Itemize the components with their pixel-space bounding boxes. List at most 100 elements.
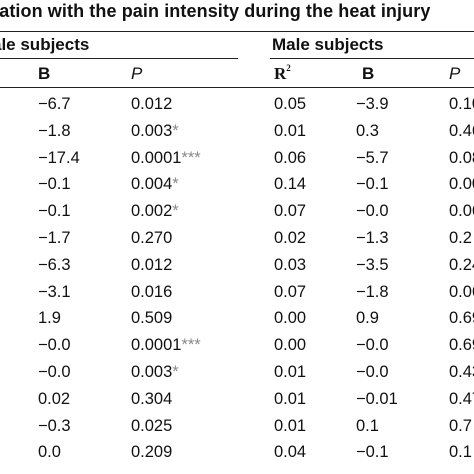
male-p-cell: 0.1 bbox=[449, 443, 472, 462]
female-subjects-header: ale subjects bbox=[0, 35, 90, 54]
male-r2-cell: 0.05 bbox=[274, 95, 307, 113]
table-row: 0.02 0.304 0.01 −0.01 0.47 bbox=[0, 388, 474, 415]
male-r2-cell: 0.14 bbox=[274, 175, 307, 194]
female-p-cell: 0.304 bbox=[131, 389, 173, 408]
header-rule bbox=[0, 87, 474, 88]
male-b-cell: −0.0 bbox=[356, 202, 389, 221]
female-b-cell: −6.7 bbox=[38, 95, 71, 113]
female-b-cell: 0.0 bbox=[38, 443, 61, 462]
table-row: −0.1 0.002* 0.07 −0.0 0.06 bbox=[0, 200, 474, 227]
male-b-cell: −0.0 bbox=[356, 362, 389, 381]
male-p-cell: 0.06 bbox=[449, 282, 474, 301]
female-p-cell: 0.003* bbox=[131, 121, 179, 140]
female-b-cell: 0.02 bbox=[38, 389, 71, 408]
table-body: −6.7 0.012 0.05 −3.9 0.10 −1.8 0.003* 0.… bbox=[0, 93, 474, 468]
table-row: 1.9 0.509 0.00 0.9 0.69 bbox=[0, 307, 474, 334]
significance-marker: * bbox=[172, 362, 179, 381]
female-p-cell: 0.209 bbox=[131, 443, 173, 462]
table-row: −0.0 0.0001*** 0.00 −0.0 0.69 bbox=[0, 334, 474, 361]
male-r2-cell: 0.04 bbox=[274, 443, 307, 462]
male-p-cell: 0.00 bbox=[449, 175, 474, 194]
male-b-cell: −0.01 bbox=[356, 389, 398, 408]
female-group-rule bbox=[0, 58, 238, 59]
male-p-cell: 0.24 bbox=[449, 255, 474, 274]
female-b-cell: −0.3 bbox=[38, 416, 71, 435]
top-rule bbox=[0, 31, 474, 32]
table-row: −6.7 0.012 0.05 −3.9 0.10 bbox=[0, 93, 474, 120]
female-b-cell: −0.0 bbox=[38, 336, 71, 355]
female-p-cell: 0.012 bbox=[131, 95, 173, 113]
male-b-cell: 0.3 bbox=[356, 121, 379, 140]
female-b-cell: −0.1 bbox=[38, 175, 71, 194]
male-b-cell: −1.3 bbox=[356, 228, 389, 247]
male-p-cell: 0.06 bbox=[449, 202, 474, 221]
male-r2-superscript: 2 bbox=[286, 63, 291, 73]
significance-marker: * bbox=[172, 175, 179, 194]
female-p-cell: 0.0001*** bbox=[131, 148, 201, 167]
male-b-cell: 0.9 bbox=[356, 309, 379, 328]
male-b-cell: −0.1 bbox=[356, 443, 389, 462]
female-p-cell: 0.004* bbox=[131, 175, 179, 194]
table-row: −0.1 0.004* 0.14 −0.1 0.00 bbox=[0, 173, 474, 200]
table-title: elation with the pain intensity during t… bbox=[0, 1, 431, 21]
male-b-cell: −3.9 bbox=[356, 95, 389, 113]
female-p-cell: 0.270 bbox=[131, 228, 173, 247]
significance-marker: * bbox=[172, 121, 179, 140]
female-b-cell: −3.1 bbox=[38, 282, 71, 301]
male-p-cell: 0.47 bbox=[449, 389, 474, 408]
male-b-cell: −3.5 bbox=[356, 255, 389, 274]
male-r2-cell: 0.00 bbox=[274, 309, 307, 328]
male-r2-cell: 0.01 bbox=[274, 389, 307, 408]
male-p-column-header: P bbox=[449, 64, 461, 83]
table-row: 0.0 0.209 0.04 −0.1 0.1 bbox=[0, 441, 474, 468]
table-row: −0.3 0.025 0.01 0.1 0.7 bbox=[0, 415, 474, 442]
female-p-cell: 0.0001*** bbox=[131, 336, 201, 355]
female-p-cell: 0.025 bbox=[131, 416, 173, 435]
male-r2-cell: 0.01 bbox=[274, 362, 307, 381]
female-p-cell: 0.002* bbox=[131, 202, 179, 221]
table-row: −17.4 0.0001*** 0.06 −5.7 0.08 bbox=[0, 147, 474, 174]
female-b-cell: −0.1 bbox=[38, 202, 71, 221]
male-b-cell: −0.0 bbox=[356, 336, 389, 355]
female-b-cell: −6.3 bbox=[38, 255, 71, 274]
female-p-cell: 0.016 bbox=[131, 282, 173, 301]
male-r2-column-header: R2 bbox=[274, 63, 291, 84]
female-b-cell: −0.0 bbox=[38, 362, 71, 381]
male-p-cell: 0.69 bbox=[449, 309, 474, 328]
male-r2-cell: 0.06 bbox=[274, 148, 307, 167]
male-r2-base: R bbox=[274, 64, 287, 83]
table-row: −1.7 0.270 0.02 −1.3 0.2 bbox=[0, 227, 474, 254]
male-r2-cell: 0.02 bbox=[274, 228, 307, 247]
male-p-cell: 0.46 bbox=[449, 121, 474, 140]
female-b-cell: 1.9 bbox=[38, 309, 61, 328]
male-p-cell: 0.69 bbox=[449, 336, 474, 355]
significance-marker: * bbox=[172, 202, 179, 221]
table-row: −3.1 0.016 0.07 −1.8 0.06 bbox=[0, 281, 474, 308]
male-r2-cell: 0.07 bbox=[274, 202, 307, 221]
table-row: −0.0 0.003* 0.01 −0.0 0.43 bbox=[0, 361, 474, 388]
male-p-cell: 0.43 bbox=[449, 362, 474, 381]
male-b-column-header: B bbox=[362, 64, 375, 83]
significance-marker: *** bbox=[181, 336, 201, 355]
male-p-cell: 0.08 bbox=[449, 148, 474, 167]
table-row: −6.3 0.012 0.03 −3.5 0.24 bbox=[0, 254, 474, 281]
female-b-column-header: B bbox=[38, 64, 51, 83]
male-b-cell: −0.1 bbox=[356, 175, 389, 194]
female-b-cell: −1.8 bbox=[38, 121, 71, 140]
female-p-cell: 0.003* bbox=[131, 362, 179, 381]
male-r2-cell: 0.03 bbox=[274, 255, 307, 274]
male-p-cell: 0.7 bbox=[449, 416, 472, 435]
table-row: −1.8 0.003* 0.01 0.3 0.46 bbox=[0, 120, 474, 147]
female-b-cell: −1.7 bbox=[38, 228, 71, 247]
female-p-cell: 0.012 bbox=[131, 255, 173, 274]
male-subjects-header: Male subjects bbox=[272, 35, 384, 54]
male-group-rule bbox=[270, 58, 474, 59]
male-p-cell: 0.2 bbox=[449, 228, 472, 247]
male-b-cell: −1.8 bbox=[356, 282, 389, 301]
male-r2-cell: 0.01 bbox=[274, 121, 307, 140]
female-p-cell: 0.509 bbox=[131, 309, 173, 328]
male-b-cell: −5.7 bbox=[356, 148, 389, 167]
male-p-cell: 0.10 bbox=[449, 95, 474, 113]
female-b-cell: −17.4 bbox=[38, 148, 80, 167]
significance-marker: *** bbox=[181, 148, 201, 167]
